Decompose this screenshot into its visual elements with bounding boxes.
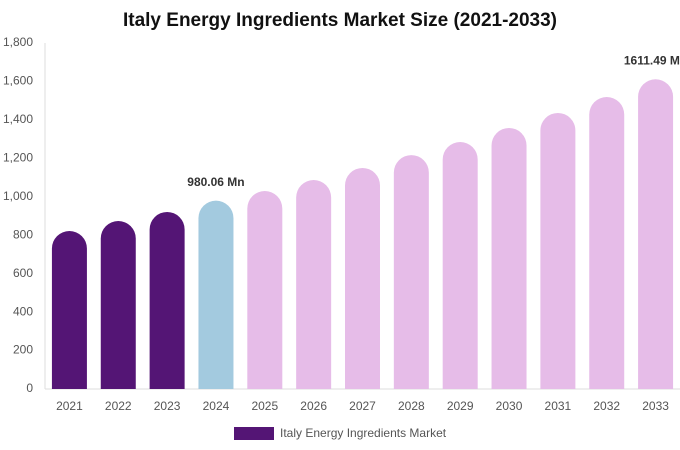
x-tick-label: 2022 bbox=[105, 399, 132, 413]
value-label: 1611.49 Mn bbox=[624, 53, 680, 67]
bar bbox=[540, 112, 576, 390]
y-tick-label: 1,200 bbox=[3, 151, 33, 165]
bar bbox=[149, 211, 185, 389]
x-tick-label: 2025 bbox=[251, 399, 278, 413]
legend-swatch bbox=[234, 427, 274, 440]
y-tick-label: 400 bbox=[13, 304, 33, 318]
y-tick-label: 0 bbox=[26, 381, 33, 395]
bar bbox=[345, 167, 380, 389]
bar bbox=[51, 231, 87, 389]
y-tick-label: 1,600 bbox=[3, 74, 33, 88]
bar bbox=[247, 191, 283, 389]
x-tick-label: 2027 bbox=[349, 399, 376, 413]
y-tick-label: 1,800 bbox=[3, 35, 33, 49]
x-tick-label: 2031 bbox=[545, 399, 572, 413]
x-tick-label: 2029 bbox=[447, 399, 474, 413]
bar bbox=[296, 180, 332, 389]
bar bbox=[638, 79, 674, 389]
x-tick-label: 2028 bbox=[398, 399, 425, 413]
x-tick-label: 2024 bbox=[203, 399, 230, 413]
x-tick-label: 2021 bbox=[56, 399, 83, 413]
x-tick-label: 2030 bbox=[496, 399, 523, 413]
x-tick-label: 2033 bbox=[642, 399, 669, 413]
x-tick-label: 2032 bbox=[593, 399, 620, 413]
bar bbox=[491, 127, 527, 390]
bar bbox=[393, 155, 429, 389]
bar bbox=[589, 97, 625, 390]
x-tick-label: 2026 bbox=[300, 399, 327, 413]
legend-label: Italy Energy Ingredients Market bbox=[280, 426, 447, 440]
chart-title: Italy Energy Ingredients Market Size (20… bbox=[123, 10, 557, 31]
y-tick-label: 1,000 bbox=[3, 189, 33, 203]
y-tick-label: 800 bbox=[13, 227, 33, 241]
x-tick-label: 2023 bbox=[154, 399, 181, 413]
y-tick-label: 600 bbox=[13, 266, 33, 280]
y-tick-label: 1,400 bbox=[3, 112, 33, 126]
bar bbox=[442, 141, 478, 389]
bar bbox=[198, 200, 234, 389]
bar bbox=[100, 221, 136, 389]
value-label: 980.06 Mn bbox=[187, 175, 244, 189]
y-tick-label: 200 bbox=[13, 343, 33, 357]
